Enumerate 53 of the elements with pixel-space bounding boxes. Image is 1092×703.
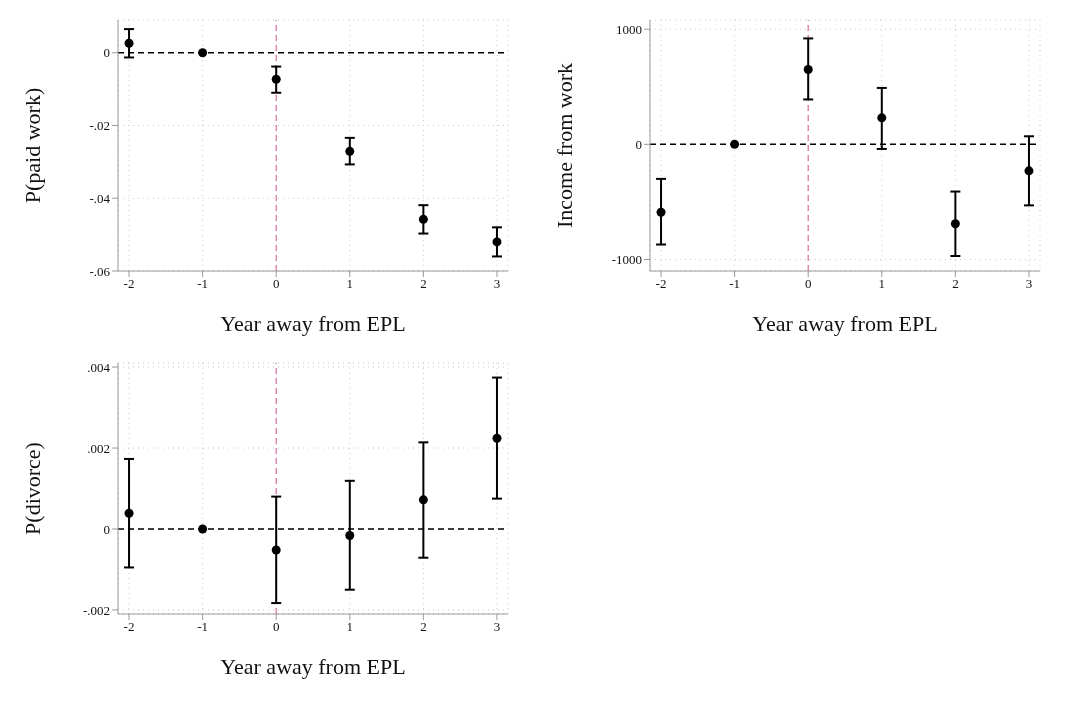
x-tick-label: 0 <box>272 276 280 292</box>
y-tick-label: .002 <box>87 440 110 456</box>
x-tick-label: 2 <box>420 619 427 635</box>
x-tick-label: 1 <box>346 276 354 292</box>
y-tick-label: 0 <box>103 521 110 537</box>
x-tick-label: 3 <box>1025 276 1033 292</box>
x-tick-label: -1 <box>197 276 209 292</box>
x-tick-label: 3 <box>493 276 501 292</box>
x-axis-title: Year away from EPL <box>220 654 406 679</box>
y-tick-label: -1000 <box>611 252 642 268</box>
x-tick-label: -2 <box>123 619 135 635</box>
x-tick-label: 2 <box>952 276 959 292</box>
point <box>877 113 887 123</box>
x-tick-label: 0 <box>804 276 812 292</box>
point <box>345 530 355 540</box>
y-tick-label: 1000 <box>616 21 642 37</box>
y-tick-label: 0 <box>103 45 110 61</box>
point <box>803 65 813 75</box>
y-tick-label: -.002 <box>82 602 110 618</box>
point <box>656 207 666 217</box>
x-tick-label: 2 <box>420 276 427 292</box>
point <box>492 433 502 443</box>
x-tick-label: -1 <box>729 276 741 292</box>
point <box>198 524 208 534</box>
x-axis-title: Year away from EPL <box>752 311 938 336</box>
point <box>198 48 208 58</box>
x-tick-label: -2 <box>123 276 135 292</box>
point <box>418 214 428 224</box>
x-tick-label: 3 <box>493 619 501 635</box>
point <box>1024 166 1034 176</box>
y-tick-label: 0 <box>635 136 642 152</box>
point <box>345 146 355 156</box>
y-tick-label: -.04 <box>89 190 111 206</box>
x-tick-label: 1 <box>878 276 886 292</box>
x-tick-label: -1 <box>197 619 209 635</box>
x-axis-title: Year away from EPL <box>220 311 406 336</box>
point <box>124 508 134 518</box>
point <box>124 38 134 48</box>
point <box>492 237 502 247</box>
point <box>271 545 281 555</box>
x-tick-label: 0 <box>272 619 280 635</box>
point <box>950 219 960 229</box>
y-tick-label: -.06 <box>89 263 111 279</box>
y-axis-title: P(divorce) <box>19 442 45 535</box>
y-tick-label: .004 <box>87 359 111 375</box>
point <box>418 495 428 505</box>
point <box>730 139 740 149</box>
y-tick-label: -.02 <box>89 118 110 134</box>
point <box>271 74 281 84</box>
x-tick-label: 1 <box>346 619 354 635</box>
y-axis-title: Income from work <box>551 63 577 228</box>
x-tick-label: -2 <box>655 276 667 292</box>
y-axis-title: P(paid work) <box>19 87 45 204</box>
